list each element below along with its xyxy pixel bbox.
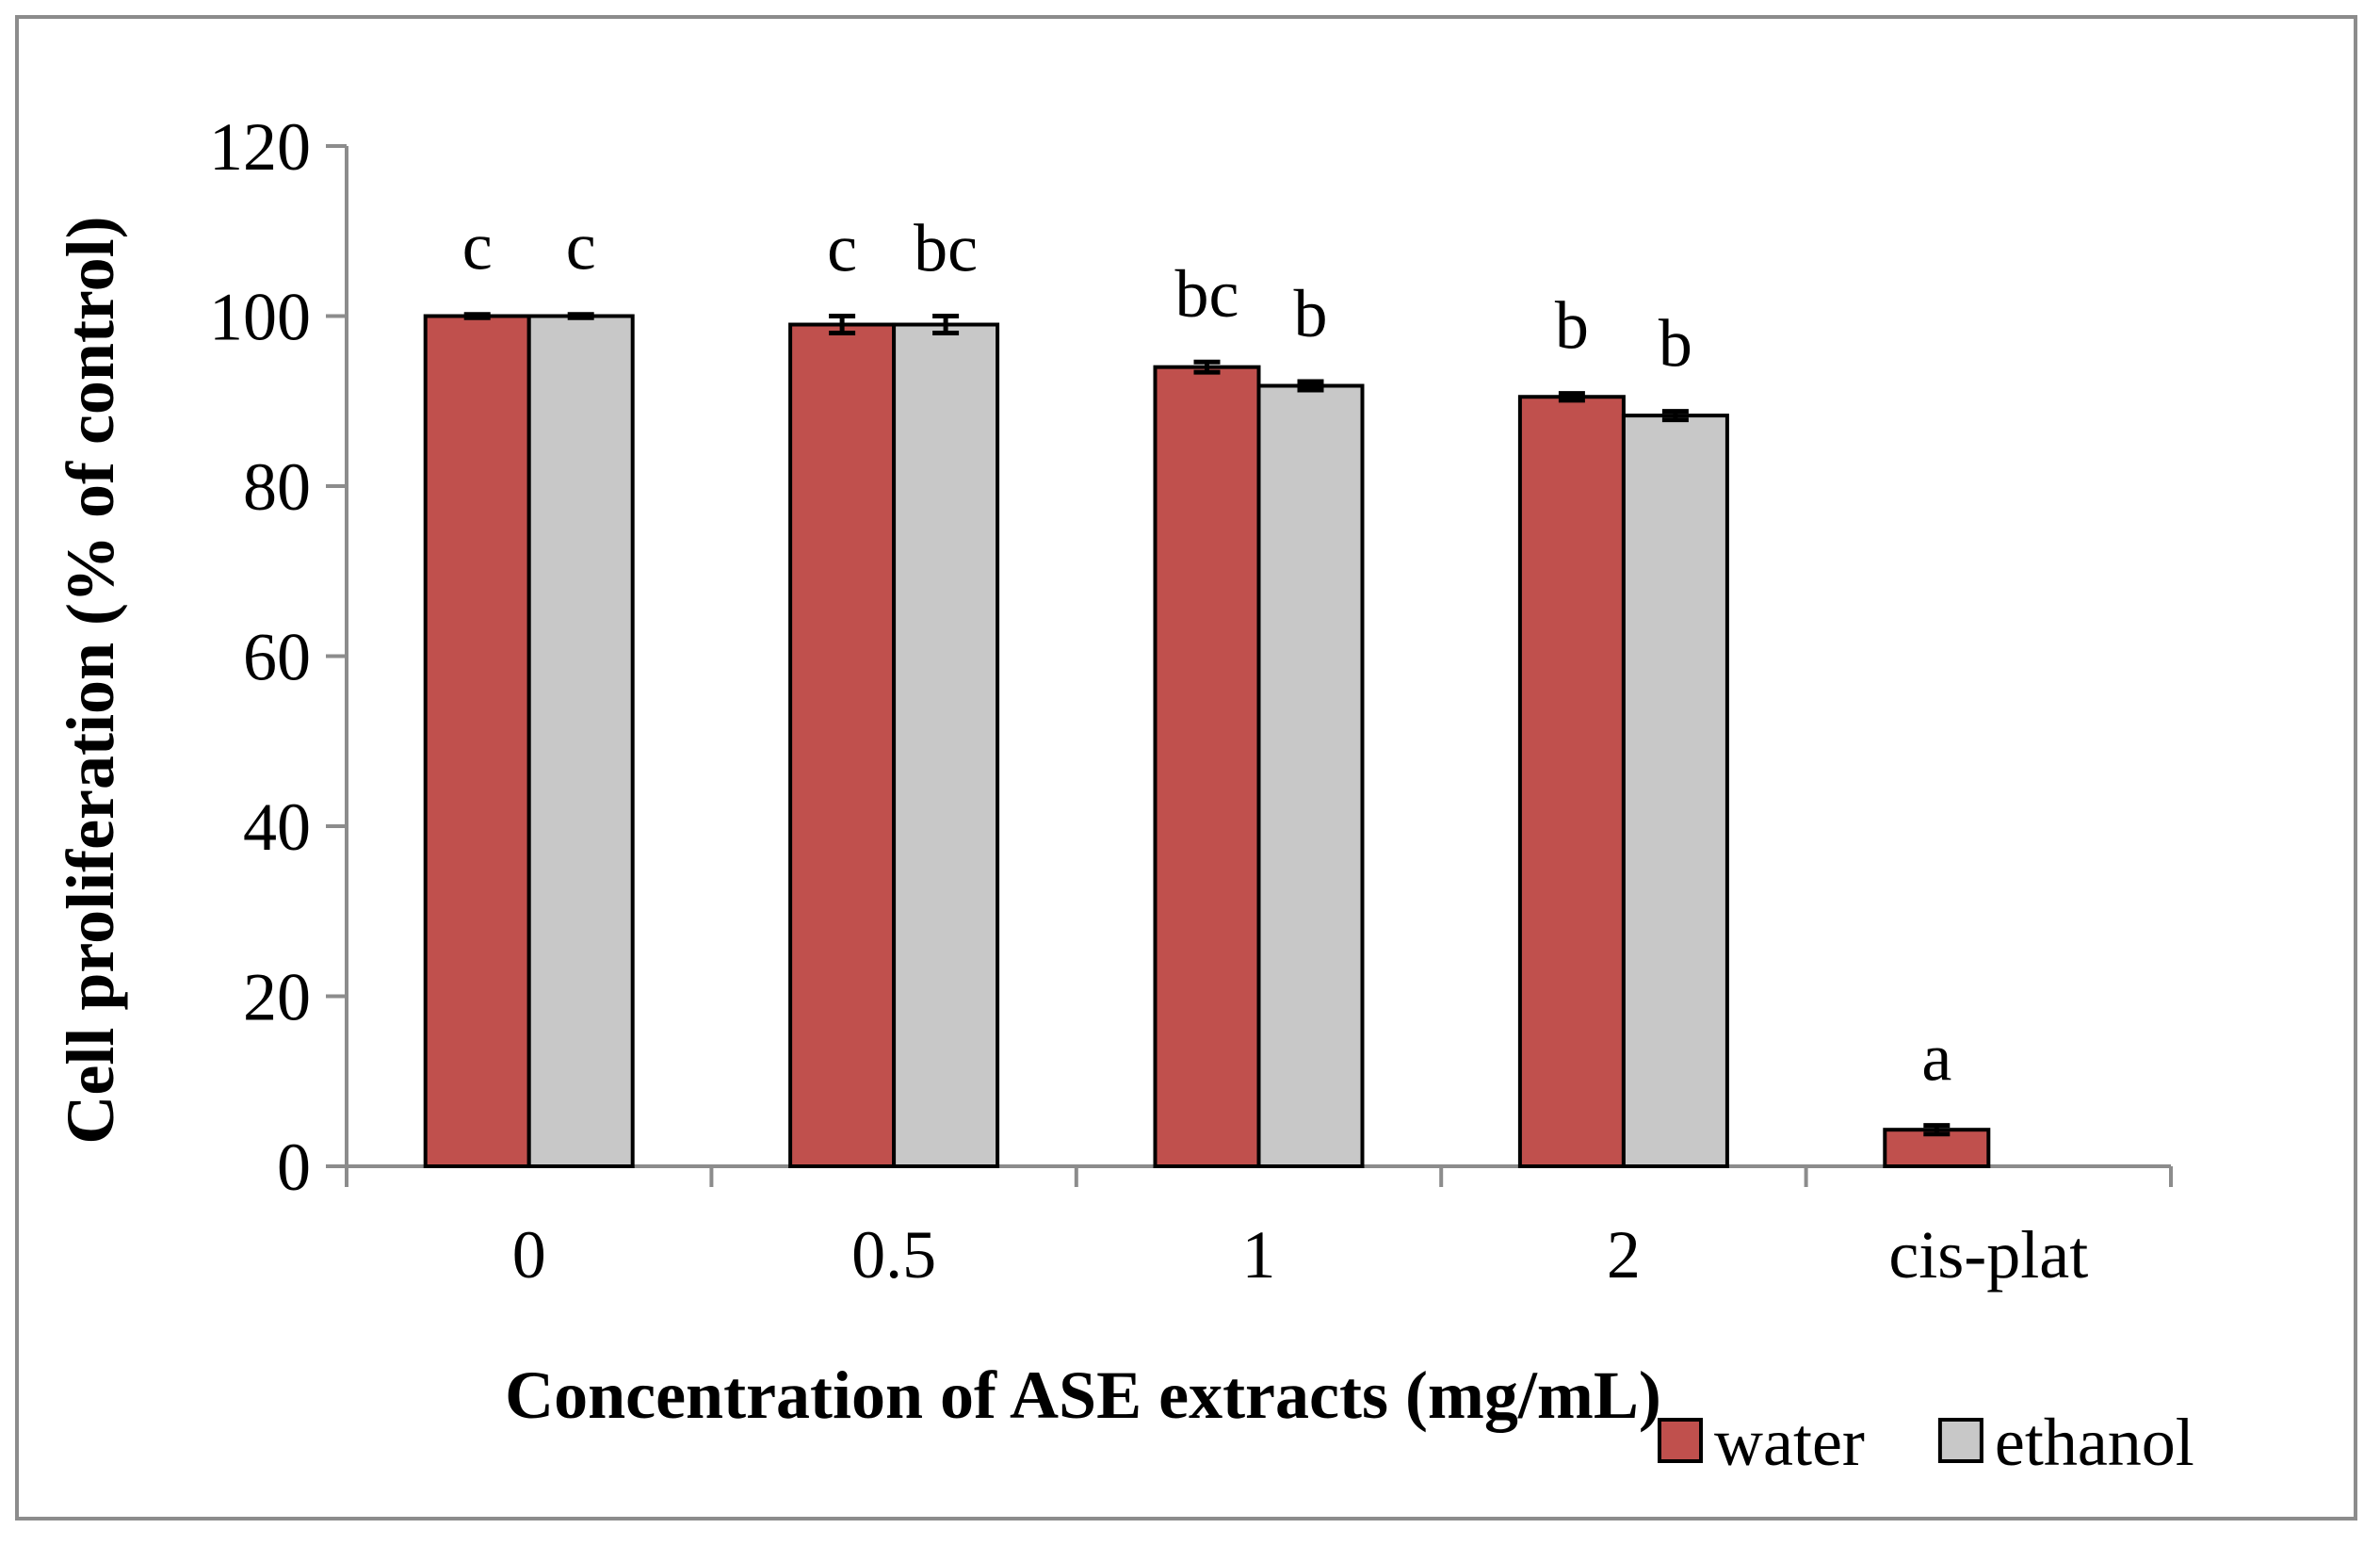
bar-water [788,322,897,1168]
y-tick-label: 40 [243,789,311,865]
legend-label-water: water [1714,1405,1865,1480]
y-axis-title: Cell proliferation (% of control) [53,216,128,1144]
y-tick-label: 120 [209,109,311,185]
significance-label: b [1294,276,1328,351]
significance-label: c [462,209,493,285]
bar-water [423,314,531,1168]
bar-ethanol [526,314,635,1168]
x-tick-label: 1 [1242,1217,1276,1293]
significance-label: b [1659,306,1692,382]
x-axis-title: Concentration of ASE extracts (mg/mL) [505,1358,1661,1433]
legend: water ethanol [1658,1405,2194,1480]
y-tick-label: 20 [243,960,311,1035]
legend-label-ethanol: ethanol [1995,1405,2194,1480]
bar-ethanol [1621,414,1729,1168]
y-tick-label: 80 [243,449,311,525]
y-tick-label: 0 [277,1130,311,1205]
legend-swatch-ethanol [1937,1418,1983,1463]
significance-label: a [1921,1020,1951,1096]
bar-water [1153,365,1261,1168]
y-tick-label: 100 [209,280,311,355]
significance-label: c [827,211,857,286]
significance-label: bc [914,211,978,286]
significance-label: c [566,209,596,285]
x-tick-label: cis-plat [1888,1217,2088,1293]
x-tick-label: 0.5 [851,1217,936,1293]
axes: 0 20 40 60 80 100 120 0 0.5 1 2 cis-plat [209,109,2173,1293]
legend-swatch-water [1658,1418,1703,1463]
significance-label: b [1555,288,1589,364]
significance-label: bc [1175,256,1239,332]
bar-ethanol [892,322,1000,1168]
bar-ethanol [1256,383,1365,1168]
x-tick-label: 2 [1607,1217,1641,1293]
y-tick-label: 60 [243,620,311,695]
x-tick-label: 0 [512,1217,546,1293]
bar-water [1517,395,1626,1168]
bars [423,312,1991,1169]
